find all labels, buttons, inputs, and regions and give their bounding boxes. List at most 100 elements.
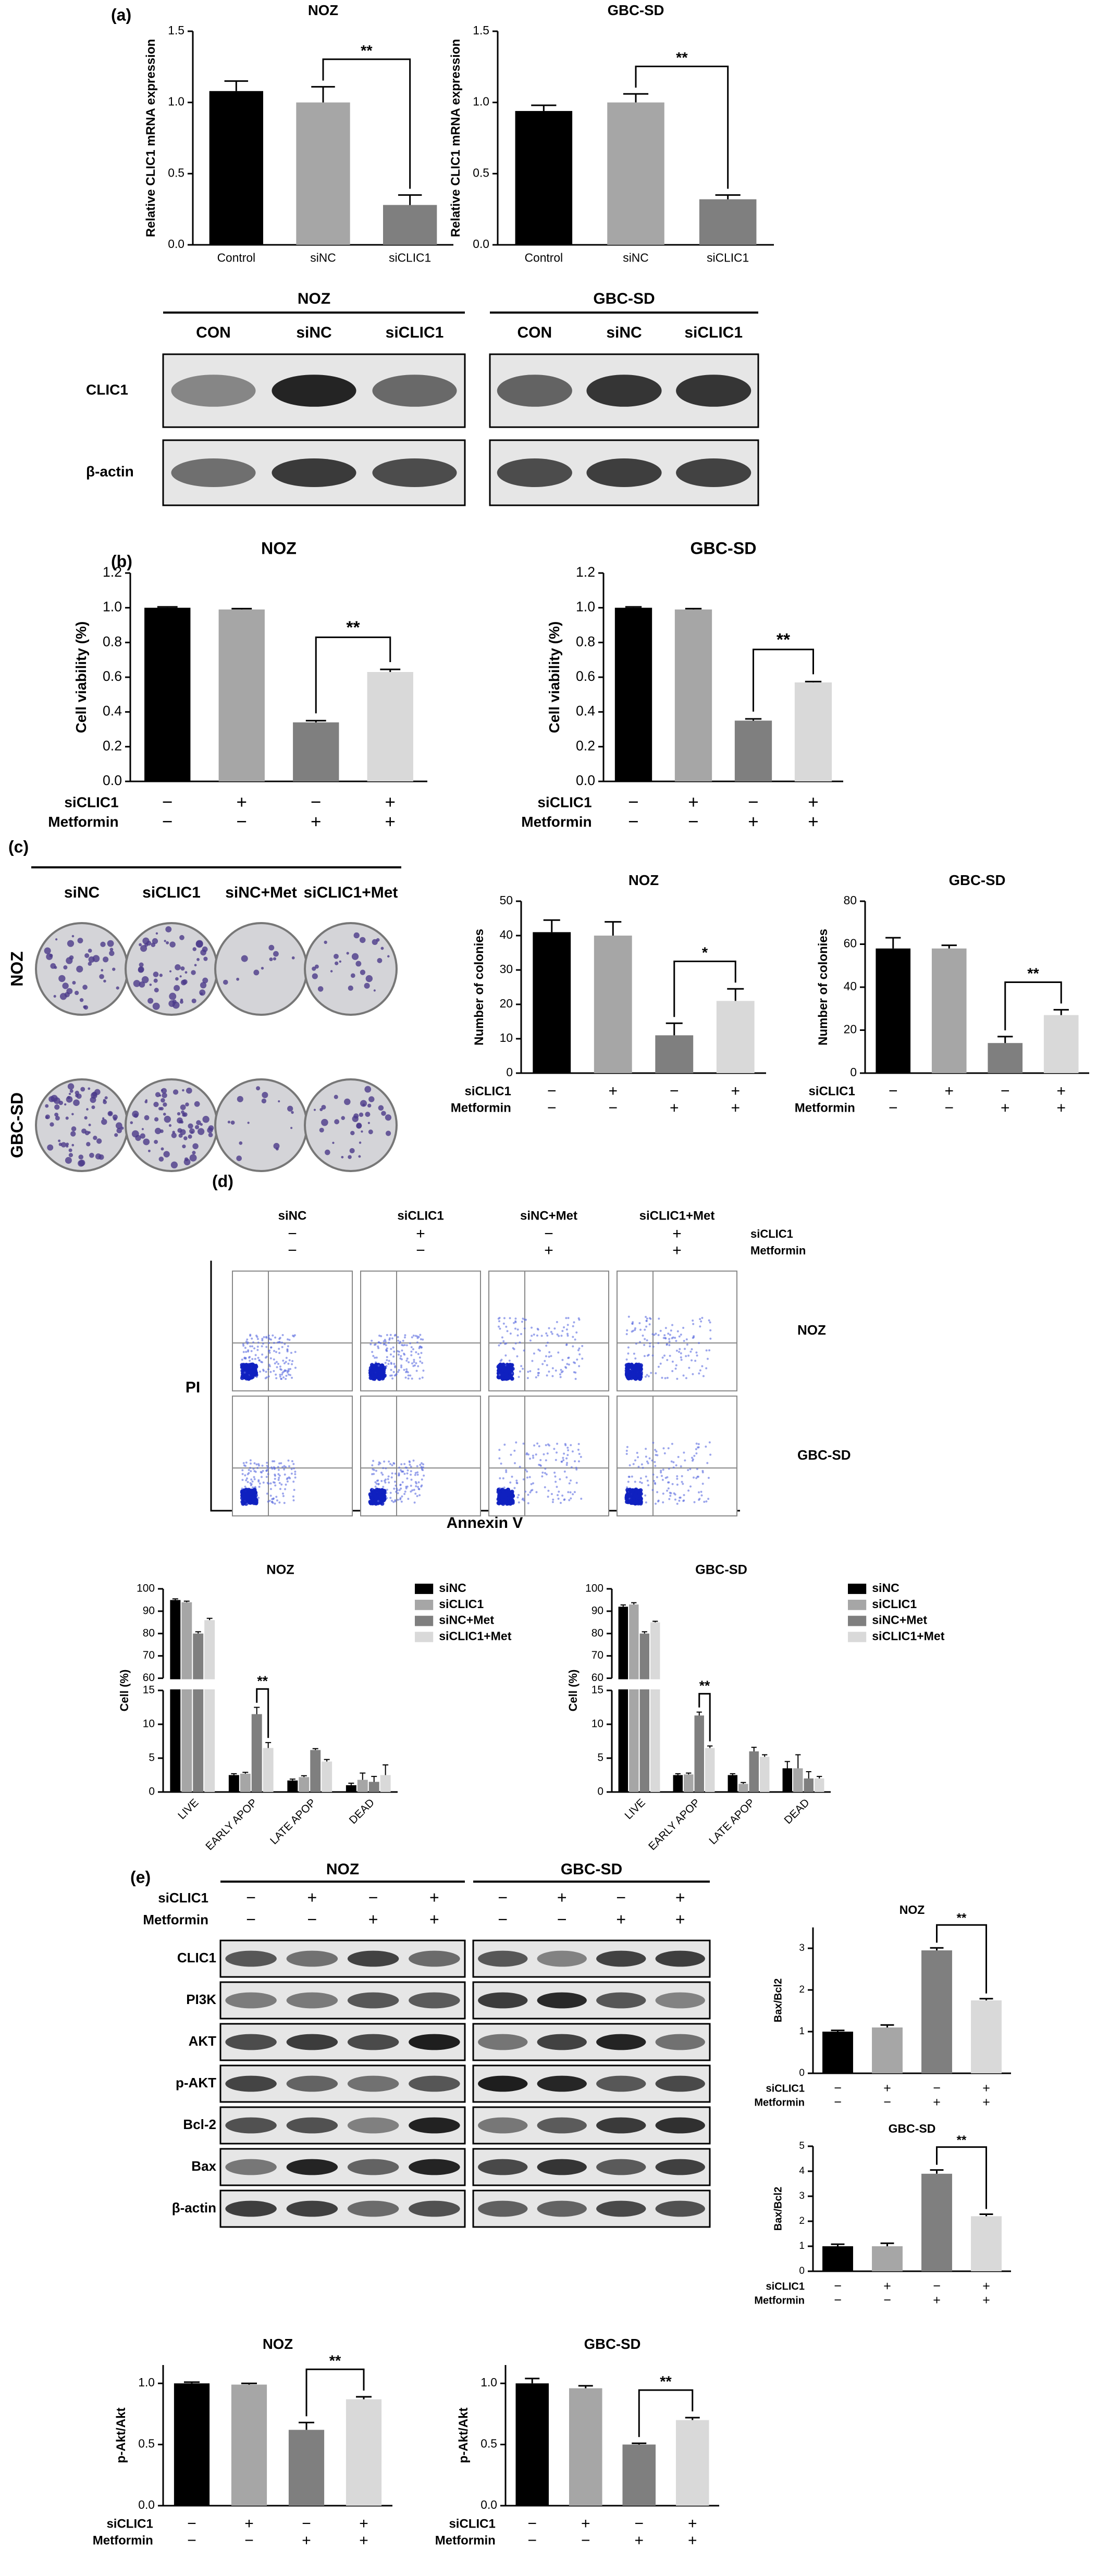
colony (194, 964, 197, 967)
flow-event (577, 1460, 580, 1463)
flow-event (578, 1318, 581, 1321)
y-tick-label: 0 (799, 2266, 805, 2276)
condition-sign: − (933, 2081, 941, 2096)
colony (68, 1092, 71, 1096)
flow-event (648, 1457, 651, 1460)
bar (209, 91, 263, 245)
significance-label: ** (676, 50, 688, 67)
condition-name: siCLIC1 (449, 2517, 495, 2531)
bar (650, 1622, 660, 1792)
flow-event (696, 1467, 698, 1470)
flow-event (394, 1472, 397, 1475)
colony (339, 960, 342, 963)
flow-event (551, 1501, 554, 1503)
flow-event (546, 1334, 549, 1337)
flow-event (538, 1349, 541, 1352)
colony (140, 945, 147, 952)
bar (515, 2383, 549, 2506)
colony (101, 969, 104, 972)
blot-row-label: PI3K (186, 1992, 216, 2007)
flow-condition-sign: + (672, 1225, 682, 1242)
flow-event (651, 1354, 654, 1357)
flow-event (380, 1480, 383, 1483)
flow-event (392, 1355, 395, 1358)
colony (100, 941, 106, 948)
flow-event (545, 1332, 548, 1335)
flow-event (639, 1481, 642, 1484)
flow-event (624, 1366, 629, 1371)
flow-event (391, 1337, 393, 1340)
error-bar (631, 1602, 637, 1605)
colony (192, 1143, 199, 1150)
colony (385, 1130, 391, 1136)
legend-label: siCLIC1 (872, 1597, 917, 1611)
flow-event (286, 1370, 289, 1373)
condition-sign: + (1056, 1082, 1066, 1100)
flow-event (403, 1463, 406, 1465)
flow-event (709, 1337, 712, 1340)
flow-event (245, 1492, 250, 1497)
flow-event (287, 1373, 290, 1376)
flow-event (645, 1501, 647, 1504)
flow-event (540, 1335, 543, 1337)
flow-event (498, 1457, 501, 1460)
flow-event (377, 1500, 379, 1502)
flow-event (417, 1486, 420, 1488)
flow-event (527, 1453, 529, 1456)
bar (872, 2246, 903, 2271)
flow-event (400, 1487, 402, 1490)
colony (50, 963, 56, 969)
flow-event (416, 1495, 418, 1497)
flow-event (560, 1371, 563, 1374)
flow-event (574, 1371, 577, 1374)
flow-event (241, 1487, 243, 1490)
legend-label: siNC+Met (439, 1613, 494, 1627)
flow-event (674, 1498, 676, 1501)
flow-event (578, 1453, 581, 1455)
chart-title: NOZ (308, 2, 338, 18)
flow-event (417, 1365, 420, 1367)
flow-event (561, 1460, 563, 1463)
flow-event (274, 1477, 276, 1480)
flow-event (657, 1499, 660, 1502)
y-tick-label: 0.4 (576, 703, 595, 719)
blot-lane-label: siCLIC1 (386, 324, 444, 341)
flow-event (253, 1478, 256, 1480)
flow-event (416, 1473, 419, 1476)
y-tick-label: 1.0 (138, 2375, 155, 2389)
flow-event (686, 1343, 688, 1346)
flow-event (580, 1498, 583, 1500)
flow-event (695, 1442, 698, 1445)
flow-event (625, 1452, 628, 1455)
colony (73, 1099, 80, 1106)
legend-swatch (848, 1599, 867, 1610)
flow-event (389, 1463, 392, 1465)
flow-event (275, 1361, 278, 1363)
flow-event (372, 1460, 375, 1462)
colony (154, 1127, 162, 1135)
flow-event (544, 1486, 546, 1489)
flow-event (654, 1483, 657, 1485)
blot-band (655, 2117, 705, 2134)
flow-event (240, 1493, 245, 1498)
flow-event (244, 1347, 247, 1349)
flow-event (680, 1352, 682, 1354)
flow-event (558, 1490, 560, 1493)
flow-event (680, 1356, 682, 1359)
flow-event (267, 1375, 270, 1378)
flow-event (285, 1483, 287, 1486)
bar (288, 2430, 325, 2506)
flow-event (415, 1370, 418, 1372)
condition-sign: − (187, 2515, 196, 2532)
blot-condition-sign: + (675, 1910, 685, 1928)
colony (154, 1140, 158, 1144)
error-bar (301, 1775, 307, 1777)
flow-event (708, 1349, 711, 1352)
colony (96, 1138, 102, 1144)
flow-event (243, 1371, 246, 1374)
flow-event (647, 1462, 649, 1464)
flow-event (663, 1452, 666, 1454)
flow-event (504, 1354, 507, 1357)
flow-event (369, 1343, 372, 1346)
colony (353, 1113, 359, 1119)
